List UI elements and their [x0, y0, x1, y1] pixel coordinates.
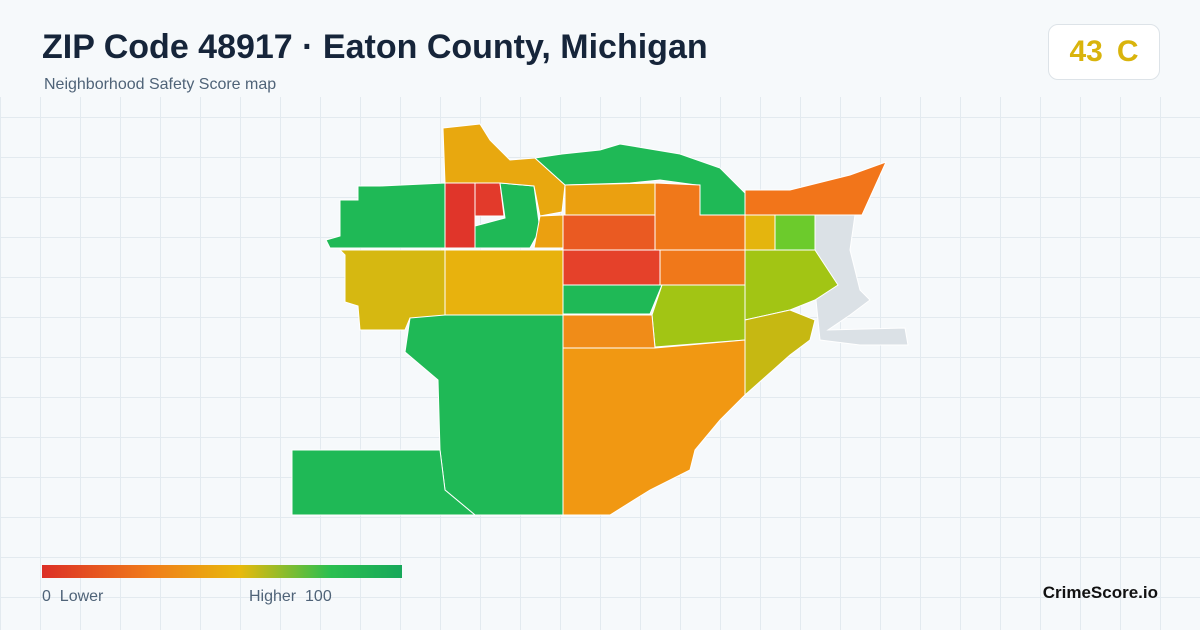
- legend-max-label: Higher: [249, 588, 297, 605]
- region: [744, 309, 816, 397]
- brand: CrimeScore.io: [1042, 583, 1158, 602]
- region: [474, 182, 505, 217]
- legend-min-value: 0: [42, 588, 51, 605]
- region: [774, 214, 821, 251]
- subtitle: Neighborhood Safety Score map: [44, 76, 277, 93]
- legend-min-label: Lower: [59, 588, 104, 605]
- score-value: 43: [1069, 35, 1103, 68]
- region: [562, 314, 656, 349]
- regions: [291, 123, 909, 516]
- region: [564, 182, 656, 216]
- region: [325, 182, 446, 249]
- region: [444, 249, 564, 316]
- region: [562, 339, 746, 516]
- region: [442, 123, 566, 217]
- region: [562, 214, 656, 251]
- legend-gradient: [42, 565, 402, 578]
- region: [659, 249, 746, 286]
- region: [562, 284, 663, 315]
- region: [744, 214, 776, 251]
- legend-max: Higher 100: [249, 588, 332, 606]
- score-grade: C: [1116, 35, 1139, 68]
- region: [444, 182, 476, 249]
- region: [291, 449, 477, 516]
- region: [562, 249, 661, 286]
- region: [651, 284, 746, 348]
- region: [814, 214, 909, 346]
- legend-min: 0 Lower: [42, 588, 103, 606]
- title: ZIP Code 48917 · Eaton County, Michigan: [42, 28, 708, 66]
- region: [744, 161, 887, 216]
- legend-max-value: 100: [305, 588, 332, 605]
- score-badge: 43 C: [1048, 24, 1160, 80]
- header-band: [0, 0, 1200, 97]
- region: [533, 214, 564, 249]
